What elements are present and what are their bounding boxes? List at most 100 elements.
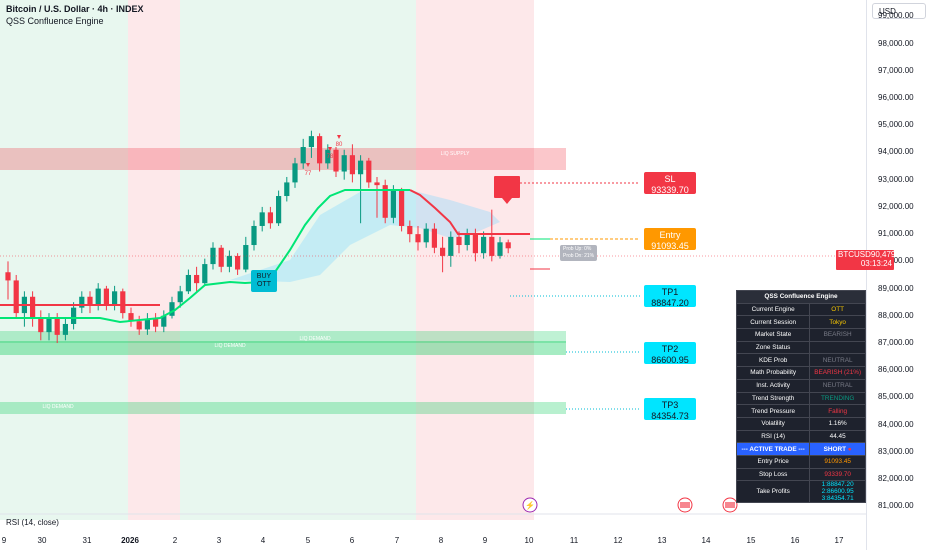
panel-row-value: Falling <box>809 404 866 418</box>
short-signal-arrow <box>502 198 512 204</box>
candle-body <box>54 318 60 335</box>
candle-body <box>169 302 175 316</box>
supply-zone <box>0 148 566 170</box>
entry-level-box[interactable]: Entry 91093.45 <box>644 228 696 251</box>
panel-row: Current Session Tokyo <box>735 315 866 330</box>
short-signal-box[interactable] <box>494 176 520 198</box>
price-tick: 95,000.00 <box>878 120 914 130</box>
top-marker: 78 <box>327 154 334 160</box>
panel-row-label: Math Probability <box>735 366 811 380</box>
panel-row-label: --- ACTIVE TRADE --- <box>735 442 811 456</box>
candle-body <box>136 321 142 330</box>
candle-body <box>62 323 68 335</box>
panel-row-value: NEUTRAL <box>809 353 866 368</box>
price-tick: 87,000.00 <box>878 338 914 348</box>
tp3-level-box[interactable]: TP3 84354.73 <box>644 398 696 421</box>
rsi-pane-label[interactable]: RSI (14, close) <box>6 518 59 527</box>
candle-body <box>251 225 257 246</box>
top-marker: 77 <box>305 171 312 177</box>
candle-body <box>456 236 462 246</box>
candle-body <box>415 234 421 243</box>
time-tick: 3 <box>216 536 222 545</box>
chart-title: Bitcoin / U.S. Dollar · 4h · INDEX <box>6 4 144 14</box>
tp3-value: 84354.73 <box>651 411 689 421</box>
demand-zone-label: LIQ DEMAND <box>299 336 331 342</box>
time-tick: 2 <box>172 536 178 545</box>
candle-body <box>30 296 36 319</box>
time-tick: 30 <box>37 536 47 545</box>
time-tick: 4 <box>260 536 266 545</box>
panel-row-value: 44.45 <box>809 429 866 444</box>
panel-row-value: OTT <box>809 302 866 317</box>
candle-body <box>71 307 77 324</box>
price-tick: 84,000.00 <box>878 419 914 429</box>
tp2-label: TP2 <box>661 344 679 354</box>
candle-body <box>259 212 265 226</box>
time-tick: 16 <box>790 536 800 545</box>
current-price-value: 90,479.98 <box>870 250 907 259</box>
panel-row-value: TRENDING <box>809 391 866 406</box>
event-flash-icon[interactable] <box>522 497 538 513</box>
time-tick: 31 <box>82 536 92 545</box>
panel-row-label: Trend Pressure <box>735 404 811 418</box>
tp1-level-box[interactable]: TP1 88847.20 <box>644 285 696 308</box>
price-tick: 83,000.00 <box>878 446 914 456</box>
panel-row: Inst. Activity NEUTRAL <box>735 378 866 393</box>
panel-row: Market State BEARISH <box>735 328 866 342</box>
price-tick: 91,000.00 <box>878 229 914 239</box>
candle-body <box>448 236 454 256</box>
price-tick: 81,000.00 <box>878 501 914 511</box>
candle-body <box>95 288 101 305</box>
candle-body <box>185 274 191 292</box>
candle-body <box>358 160 364 175</box>
demand-zone-3 <box>0 402 566 414</box>
panel-tp-values: 1:88847.20 2:86600.95 3:84354.71 <box>809 480 866 504</box>
top-marker: 80 <box>336 142 343 148</box>
panel-title: QSS Confluence Engine <box>736 290 866 304</box>
flag-stripe <box>680 502 690 508</box>
candle-body <box>177 291 183 303</box>
price-tick: 96,000.00 <box>878 93 914 102</box>
candle-body <box>153 318 159 327</box>
candle-body <box>144 318 150 330</box>
panel-row: Zone Status <box>735 340 866 355</box>
panel-row-value: BEARISH (21%) <box>809 366 866 380</box>
panel-row: KDE Prob NEUTRAL <box>735 353 866 368</box>
current-price-tag[interactable]: BTCUSD 90,479.98 03:13:24 <box>836 250 906 270</box>
tp2-level-box[interactable]: TP2 86600.95 <box>644 342 696 365</box>
confluence-panel: QSS Confluence Engine Current Engine OTT C… <box>735 290 866 504</box>
price-tick: 85,000.00 <box>878 392 914 402</box>
panel-row-value: 93339.70 <box>809 467 866 482</box>
price-chart[interactable]: LIQ SUPPLY LIQ DEMAND LIQ DEMAND LIQ DEM… <box>0 0 866 530</box>
candle-body <box>431 228 437 248</box>
demand-zone-1 <box>0 331 566 343</box>
time-tick: 9 <box>1 536 7 545</box>
panel-row-label: RSI (14) <box>735 429 811 444</box>
time-tick: 12 <box>613 536 623 545</box>
price-axis[interactable] <box>866 0 932 550</box>
buy-ott-signal[interactable]: BUY OTT <box>251 270 277 292</box>
panel-row: Take Profits 1:88847.20 2:86600.95 3:84354.… <box>735 480 866 504</box>
candle-body <box>440 247 446 256</box>
currency-button[interactable]: USD <box>872 3 926 19</box>
panel-row: Volatility 1.16% <box>735 416 866 431</box>
candle-body <box>243 245 249 270</box>
indicator-name[interactable]: QSS Confluence Engine <box>6 16 104 26</box>
candle-body <box>472 234 478 254</box>
symbol-label: BTCUSD <box>838 250 871 259</box>
candle-body <box>202 264 208 284</box>
panel-row-value: 91093.45 <box>809 454 866 469</box>
tp3-label: TP3 <box>661 400 679 410</box>
tp-value: 3:84354.71 <box>821 495 854 503</box>
time-tick: 5 <box>305 536 311 545</box>
time-tick: 10 <box>524 536 534 545</box>
session-bg-green <box>0 0 128 520</box>
demand-zone-label: LIQ DEMAND <box>214 343 246 349</box>
sl-level-box[interactable]: SL 93339.70 <box>644 172 696 195</box>
ott-line-bear <box>409 189 530 235</box>
candle-body <box>267 212 273 224</box>
candle-body <box>464 234 470 246</box>
candle-body <box>79 296 85 308</box>
candle-body <box>218 247 224 267</box>
